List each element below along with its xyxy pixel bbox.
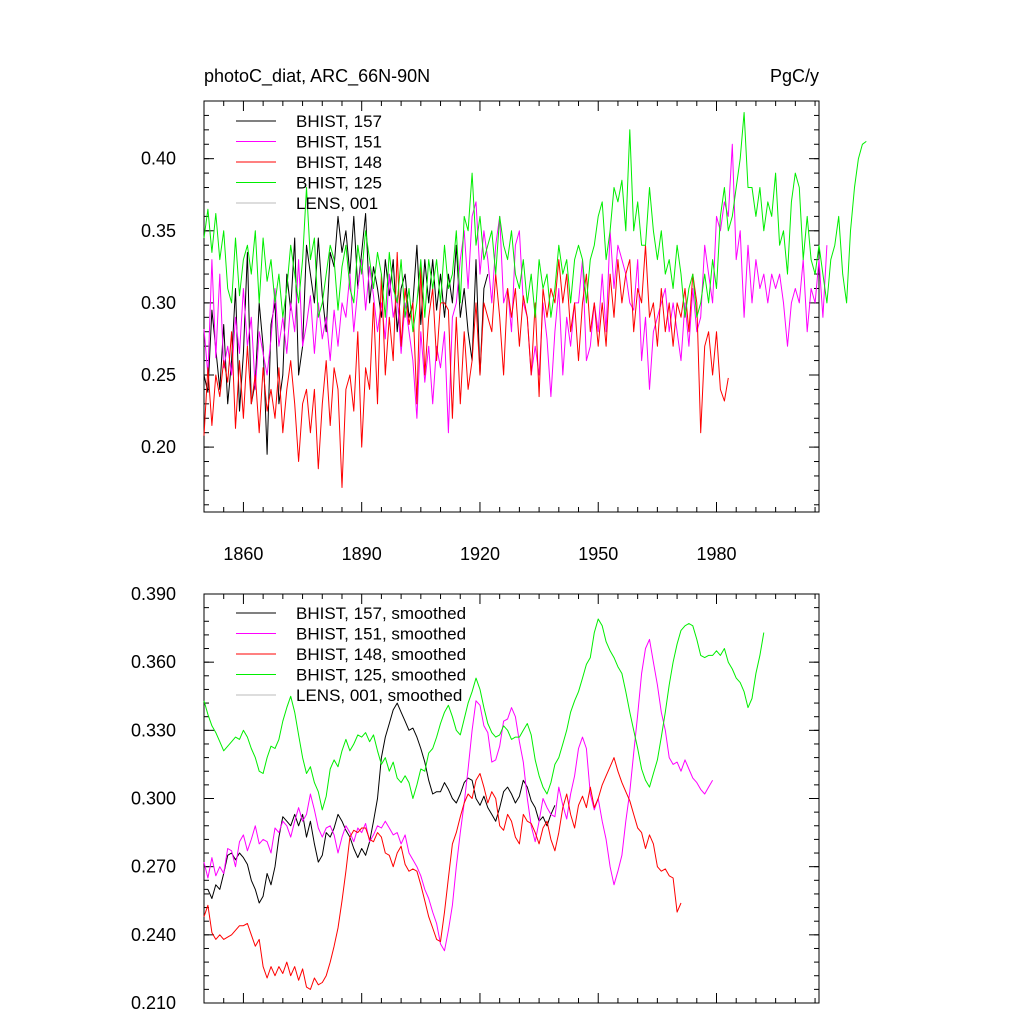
y-tick-label: 0.300 — [131, 789, 176, 809]
legend-label: LENS, 001 — [296, 194, 378, 213]
series-line-1 — [203, 638, 714, 952]
legend-label: BHIST, 148, smoothed — [296, 645, 466, 664]
x-tick-label: 1890 — [342, 544, 382, 564]
legend-label: BHIST, 157, smoothed — [296, 604, 466, 623]
y-tick-label: 0.210 — [131, 993, 176, 1013]
series-line-3 — [203, 112, 867, 333]
y-tick-label: 0.240 — [131, 925, 176, 945]
series-line-2 — [203, 757, 682, 990]
y-tick-label: 0.25 — [141, 365, 176, 385]
series-line-2 — [203, 244, 729, 488]
chart-title: photoC_diat, ARC_66N-90N — [204, 66, 430, 87]
y-tick-label: 0.20 — [141, 437, 176, 457]
panel-top: photoC_diat, ARC_66N-90N PgC/y 1860 1890 1… — [141, 66, 867, 564]
legend-label: BHIST, 148 — [296, 153, 382, 172]
legend-label: BHIST, 151, smoothed — [296, 625, 466, 644]
chart-units: PgC/y — [770, 66, 819, 86]
y-tick-label: 0.360 — [131, 652, 176, 672]
y-tick-label: 0.35 — [141, 221, 176, 241]
panel-bottom: 0.210 0.240 0.270 0.300 0.330 0.360 0.390 BHIST… — [131, 584, 820, 1013]
y-tick-label: 0.390 — [131, 584, 176, 604]
x-tick-label: 1920 — [460, 544, 500, 564]
y-tick-label: 0.270 — [131, 857, 176, 877]
y-tick-label: 0.330 — [131, 720, 176, 740]
legend-label: LENS, 001, smoothed — [296, 686, 462, 705]
series-line-3 — [203, 618, 765, 811]
y-tick-label: 0.40 — [141, 149, 176, 169]
series-line-0 — [204, 702, 556, 904]
y-tick-label: 0.30 — [141, 293, 176, 313]
legend-label: BHIST, 125 — [296, 174, 382, 193]
series-line-1 — [203, 143, 828, 434]
legend-label: BHIST, 151 — [296, 133, 382, 152]
legend-label: BHIST, 125, smoothed — [296, 666, 466, 685]
x-tick-label: 1860 — [223, 544, 263, 564]
x-tick-label: 1980 — [696, 544, 736, 564]
plot-frame — [203, 100, 820, 513]
x-tick-label: 1950 — [578, 544, 618, 564]
legend-label: BHIST, 157 — [296, 112, 382, 131]
